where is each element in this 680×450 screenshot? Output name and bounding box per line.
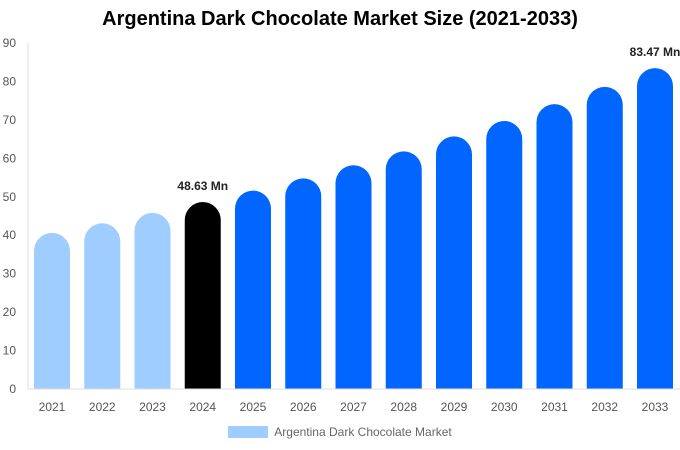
y-tick-label: 60 bbox=[3, 151, 17, 165]
y-tick-label: 30 bbox=[3, 267, 17, 281]
x-tick-label: 2025 bbox=[240, 400, 267, 414]
bar-2031[interactable] bbox=[536, 104, 573, 390]
x-tick-label: 2027 bbox=[340, 400, 367, 414]
data-label: 48.63 Mn bbox=[177, 179, 228, 193]
chart-title: Argentina Dark Chocolate Market Size (20… bbox=[102, 8, 578, 30]
x-tick-label: 2032 bbox=[591, 400, 618, 414]
y-tick-label: 20 bbox=[3, 305, 17, 319]
bar-2025[interactable] bbox=[235, 190, 271, 389]
legend-swatch bbox=[228, 426, 269, 438]
bar-2021[interactable] bbox=[34, 232, 70, 389]
x-tick-label: 2031 bbox=[541, 400, 568, 414]
x-tick-label: 2029 bbox=[441, 400, 468, 414]
bar-2027[interactable] bbox=[335, 165, 372, 389]
x-tick-label: 2022 bbox=[89, 400, 116, 414]
legend: Argentina Dark Chocolate Market bbox=[0, 425, 680, 439]
x-tick-label: 2026 bbox=[290, 400, 317, 414]
bar-2024[interactable] bbox=[184, 202, 221, 389]
y-tick-label: 0 bbox=[9, 382, 16, 396]
y-tick-label: 90 bbox=[3, 36, 17, 50]
x-tick-label: 2028 bbox=[390, 400, 417, 414]
x-tick-label: 2030 bbox=[491, 400, 518, 414]
bar-2026[interactable] bbox=[285, 178, 322, 389]
bar-2030[interactable] bbox=[486, 121, 523, 389]
y-tick-label: 50 bbox=[3, 190, 17, 204]
data-label: 83.47 Mn bbox=[630, 45, 680, 59]
y-tick-label: 70 bbox=[3, 113, 17, 127]
x-tick-label: 2023 bbox=[139, 400, 166, 414]
x-tick-label: 2021 bbox=[39, 400, 66, 414]
y-tick-label: 80 bbox=[3, 74, 17, 88]
y-tick-label: 10 bbox=[3, 344, 17, 358]
bar-2028[interactable] bbox=[385, 151, 422, 389]
bar-2029[interactable] bbox=[436, 136, 472, 389]
x-tick-label: 2033 bbox=[642, 400, 669, 414]
y-tick-label: 40 bbox=[3, 228, 17, 242]
bar-2033[interactable] bbox=[637, 68, 673, 390]
bar-2032[interactable] bbox=[586, 86, 623, 390]
x-tick-label: 2024 bbox=[189, 400, 216, 414]
bar-2023[interactable] bbox=[134, 212, 171, 389]
bar-2022[interactable] bbox=[84, 223, 121, 389]
legend-label[interactable]: Argentina Dark Chocolate Market bbox=[274, 425, 452, 439]
